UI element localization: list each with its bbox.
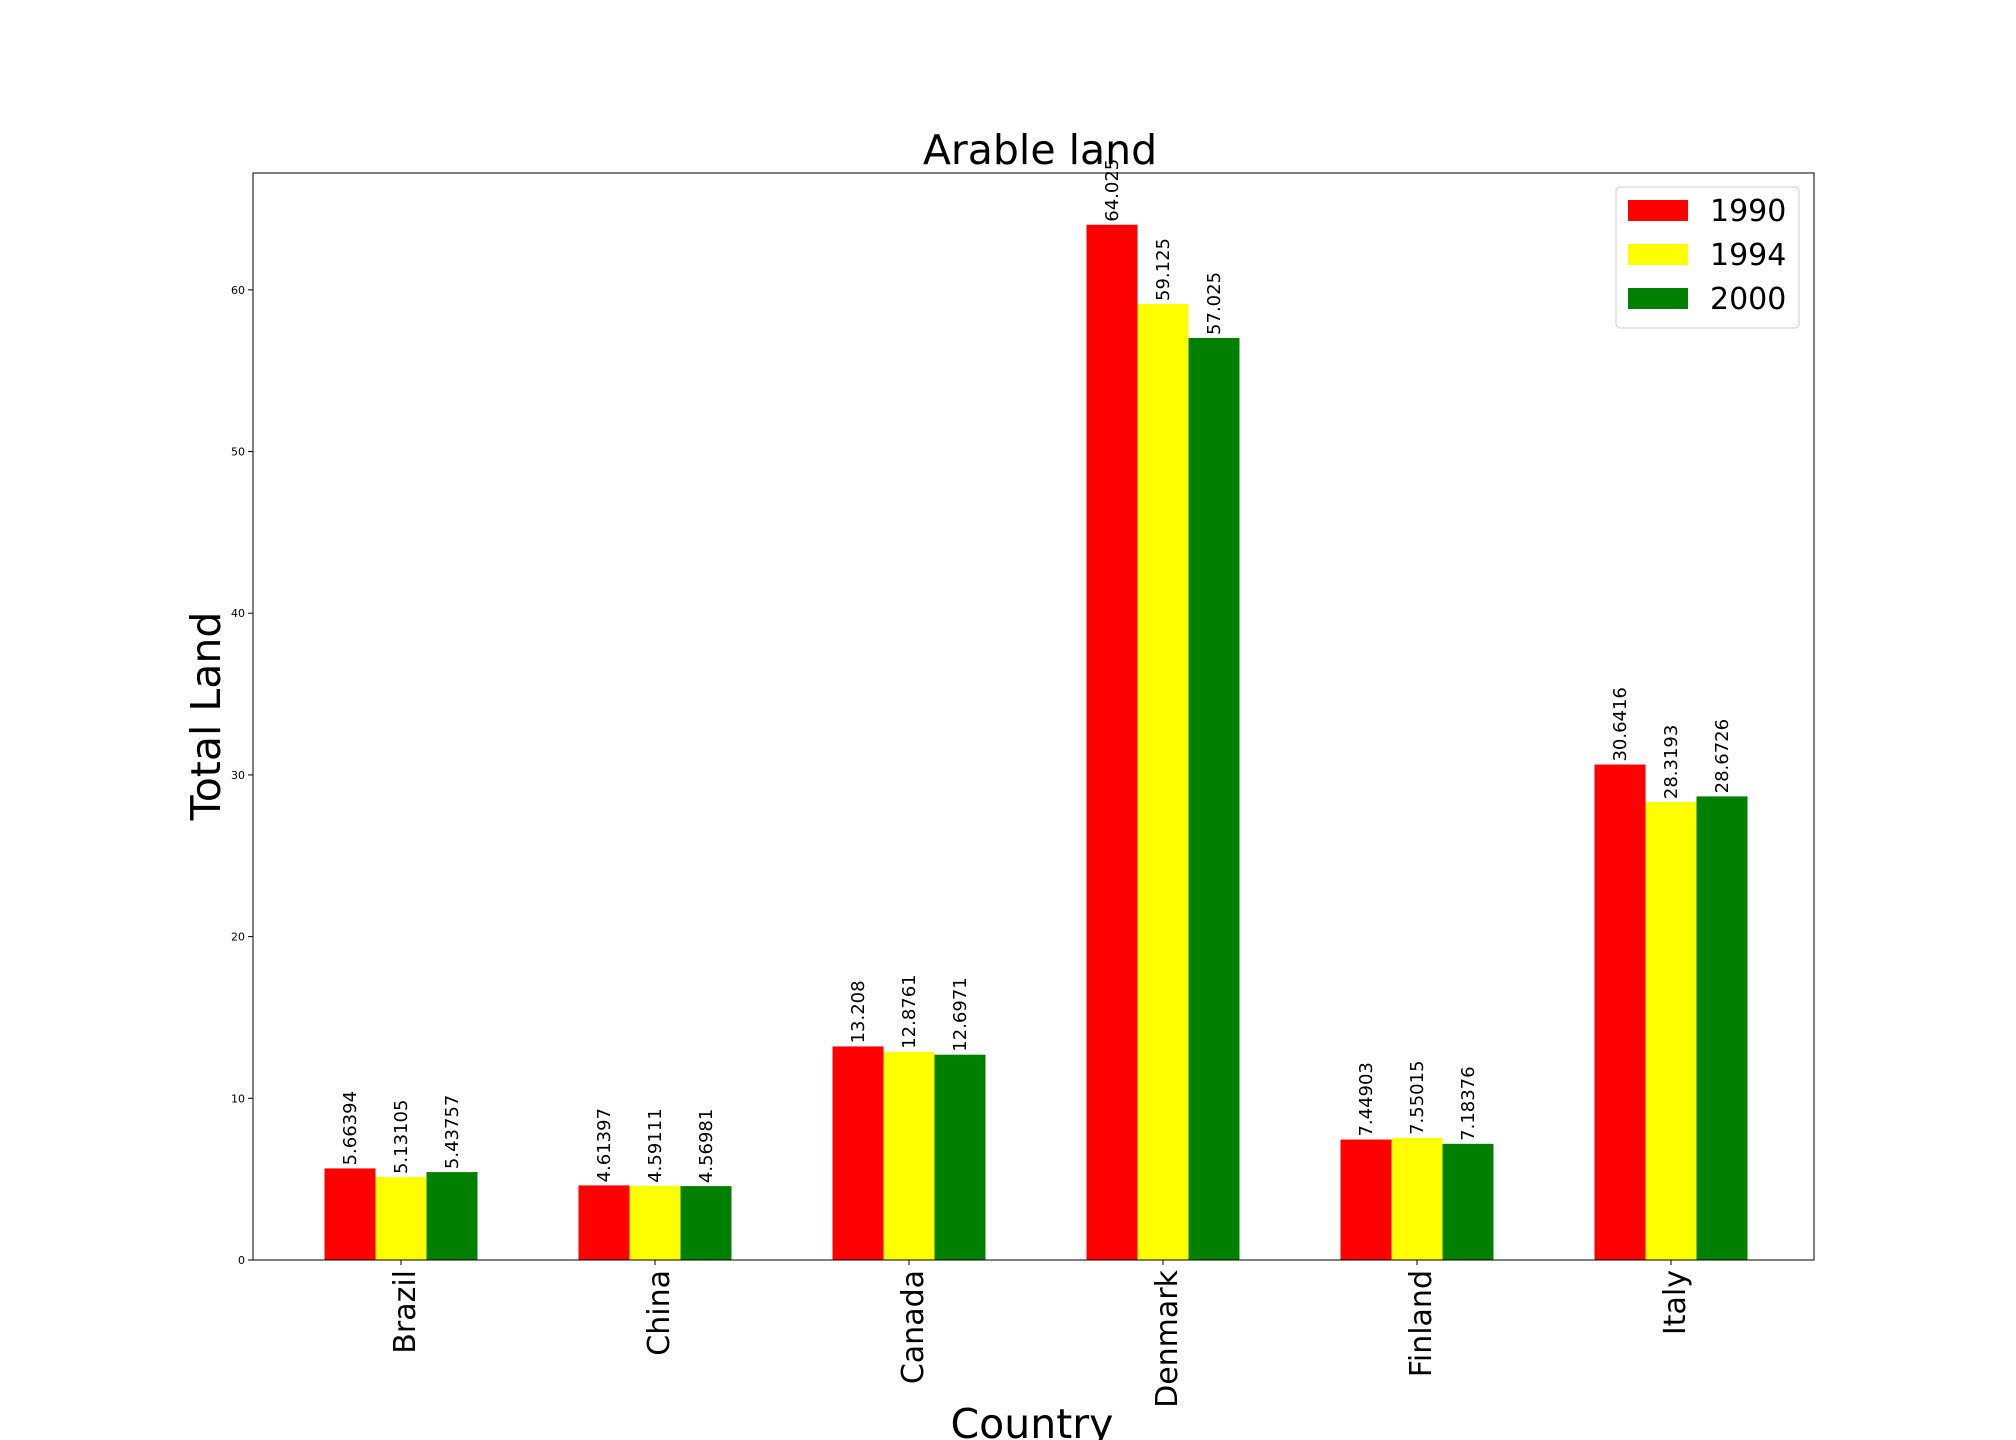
y-tick-label-10: 10 xyxy=(231,1092,245,1105)
bar-brazil-1994 xyxy=(375,1177,427,1260)
plot-frame xyxy=(252,172,1815,1261)
bar-brazil-1990 xyxy=(324,1168,376,1260)
data-labels-layer: 5.66394 5.13105 5.43757 4.61397 4.59111 4.569… xyxy=(340,159,1733,1183)
legend-label-2000: 2000 xyxy=(1710,282,1786,317)
data-label-denmark-1990: 64.025 xyxy=(1102,159,1123,222)
data-label-finland-2000: 7.18376 xyxy=(1458,1066,1479,1140)
x-tick-label-china: China xyxy=(642,1270,677,1356)
legend-swatch-2000 xyxy=(1628,288,1688,309)
bar-denmark-1994 xyxy=(1137,303,1189,1261)
y-tick-label-50: 50 xyxy=(231,446,245,459)
bar-italy-1994 xyxy=(1645,802,1697,1260)
data-label-finland-1990: 7.44903 xyxy=(1356,1062,1377,1136)
data-label-denmark-2000: 57.025 xyxy=(1204,272,1225,335)
data-label-canada-2000: 12.6971 xyxy=(950,977,971,1051)
bar-italy-1990 xyxy=(1594,764,1646,1260)
data-label-brazil-1994: 5.13105 xyxy=(391,1100,412,1174)
x-tick-label-denmark: Denmark xyxy=(1150,1269,1185,1408)
bar-canada-1990 xyxy=(832,1046,884,1260)
data-label-denmark-1994: 59.125 xyxy=(1153,238,1174,301)
bar-finland-1990 xyxy=(1340,1139,1392,1260)
y-tick-label-20: 20 xyxy=(231,931,245,944)
bar-china-1994 xyxy=(629,1185,681,1260)
data-label-italy-1994: 28.3193 xyxy=(1661,725,1682,799)
data-label-italy-2000: 28.6726 xyxy=(1712,719,1733,793)
bar-italy-2000 xyxy=(1696,796,1748,1260)
bars-layer xyxy=(324,224,1748,1261)
bar-finland-1994 xyxy=(1391,1137,1443,1260)
bar-brazil-2000 xyxy=(426,1172,478,1260)
axes-layer: Brazil China Canada Denmark Finland Italy 0 10 2… xyxy=(231,172,1815,1408)
x-tick-label-italy: Italy xyxy=(1658,1270,1693,1335)
data-label-china-2000: 4.56981 xyxy=(696,1109,717,1183)
y-tick-label-0: 0 xyxy=(238,1254,245,1267)
x-tick-label-canada: Canada xyxy=(896,1270,931,1384)
legend-label-1990: 1990 xyxy=(1710,194,1786,229)
legend: 1990 1994 2000 xyxy=(1615,186,1800,329)
bar-finland-2000 xyxy=(1442,1143,1494,1260)
x-tick-label-brazil: Brazil xyxy=(388,1270,423,1354)
bar-china-2000 xyxy=(680,1186,732,1260)
x-tick-label-finland: Finland xyxy=(1404,1270,1439,1377)
bar-denmark-2000 xyxy=(1188,337,1240,1260)
legend-label-1994: 1994 xyxy=(1710,238,1786,273)
bar-denmark-1990 xyxy=(1086,224,1138,1260)
data-label-china-1994: 4.59111 xyxy=(645,1108,666,1182)
bar-canada-2000 xyxy=(934,1054,986,1260)
data-label-brazil-2000: 5.43757 xyxy=(442,1095,463,1169)
data-label-canada-1994: 12.8761 xyxy=(899,974,920,1048)
x-axis-label: Country xyxy=(951,1400,1114,1440)
data-label-china-1990: 4.61397 xyxy=(594,1108,615,1182)
bar-canada-1994 xyxy=(883,1051,935,1260)
data-label-italy-1990: 30.6416 xyxy=(1610,687,1631,761)
chart-title: Arable land xyxy=(923,126,1157,174)
y-axis-label: Total Land xyxy=(182,612,230,822)
y-tick-label-40: 40 xyxy=(231,607,245,620)
data-label-brazil-1990: 5.66394 xyxy=(340,1091,361,1165)
data-label-canada-1990: 13.208 xyxy=(848,980,869,1043)
legend-swatch-1990 xyxy=(1628,200,1688,221)
data-label-finland-1994: 7.55015 xyxy=(1407,1060,1428,1134)
y-tick-label-30: 30 xyxy=(231,769,245,782)
bar-china-1990 xyxy=(578,1185,630,1260)
legend-swatch-1994 xyxy=(1628,244,1688,265)
y-tick-label-60: 60 xyxy=(231,284,245,297)
